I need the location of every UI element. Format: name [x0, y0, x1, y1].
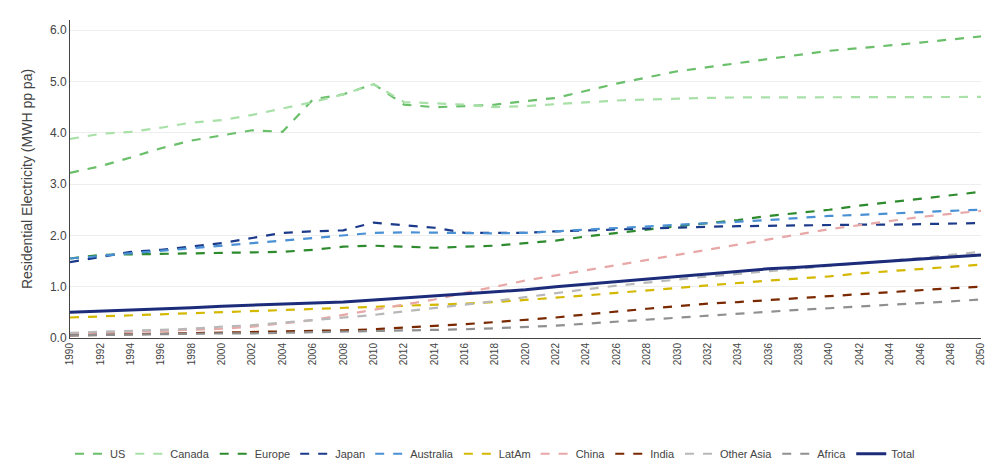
- svg-text:2028: 2028: [641, 343, 652, 366]
- svg-text:2.0: 2.0: [50, 229, 67, 243]
- svg-text:2022: 2022: [550, 343, 561, 366]
- svg-text:2010: 2010: [368, 343, 379, 366]
- svg-text:6.0: 6.0: [50, 23, 67, 37]
- svg-text:2032: 2032: [702, 343, 713, 366]
- svg-text:2008: 2008: [338, 343, 349, 366]
- svg-text:2048: 2048: [945, 343, 956, 366]
- svg-text:5.0: 5.0: [50, 75, 67, 89]
- svg-text:2018: 2018: [489, 343, 500, 366]
- svg-text:2034: 2034: [732, 343, 743, 366]
- svg-text:US: US: [110, 448, 125, 460]
- svg-text:1.0: 1.0: [50, 280, 67, 294]
- svg-text:2042: 2042: [854, 343, 865, 366]
- svg-text:1996: 1996: [155, 343, 166, 366]
- svg-text:LatAm: LatAm: [499, 448, 531, 460]
- svg-text:2000: 2000: [216, 343, 227, 366]
- svg-text:China: China: [576, 448, 606, 460]
- svg-text:Japan: Japan: [335, 448, 365, 460]
- svg-text:1998: 1998: [186, 343, 197, 366]
- svg-text:Europe: Europe: [255, 448, 290, 460]
- svg-text:Other Asia: Other Asia: [720, 448, 772, 460]
- svg-text:2012: 2012: [398, 343, 409, 366]
- svg-text:Africa: Africa: [817, 448, 846, 460]
- svg-text:India: India: [650, 448, 675, 460]
- svg-text:2046: 2046: [915, 343, 926, 366]
- svg-text:3.0: 3.0: [50, 177, 67, 191]
- svg-text:2038: 2038: [793, 343, 804, 366]
- svg-text:2002: 2002: [246, 343, 257, 366]
- svg-text:2006: 2006: [307, 343, 318, 366]
- svg-text:2030: 2030: [672, 343, 683, 366]
- svg-text:Residential Electricity (MWH p: Residential Electricity (MWH pp pa): [19, 69, 35, 289]
- svg-text:2004: 2004: [277, 343, 288, 366]
- svg-text:Australia: Australia: [410, 448, 454, 460]
- svg-text:2044: 2044: [884, 343, 895, 366]
- svg-text:Total: Total: [891, 448, 914, 460]
- svg-text:1994: 1994: [125, 343, 136, 366]
- svg-text:1992: 1992: [95, 343, 106, 366]
- svg-text:2014: 2014: [429, 343, 440, 366]
- svg-text:2040: 2040: [823, 343, 834, 366]
- svg-text:1990: 1990: [64, 343, 75, 366]
- svg-text:2024: 2024: [580, 343, 591, 366]
- svg-text:2036: 2036: [763, 343, 774, 366]
- svg-text:2020: 2020: [520, 343, 531, 366]
- svg-text:4.0: 4.0: [50, 126, 67, 140]
- svg-text:2026: 2026: [611, 343, 622, 366]
- svg-text:2016: 2016: [459, 343, 470, 366]
- svg-text:0.0: 0.0: [50, 331, 67, 345]
- svg-text:Canada: Canada: [170, 448, 209, 460]
- svg-text:2050: 2050: [975, 343, 986, 366]
